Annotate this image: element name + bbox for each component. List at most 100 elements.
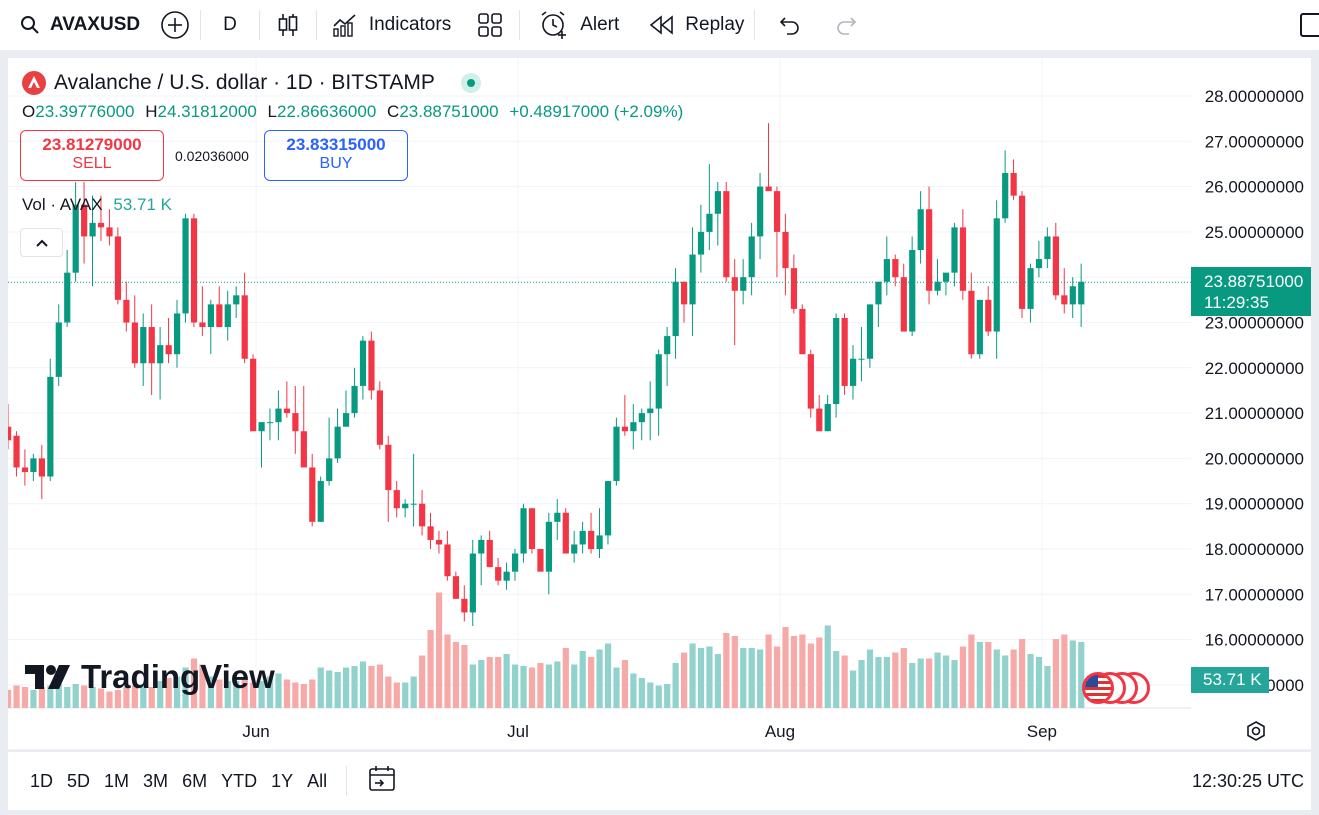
chart-panel[interactable]: 28.00000000 27.00000000 26.00000000 25.0000… (8, 58, 1311, 750)
sell-label: SELL (72, 155, 111, 172)
candle-body (394, 490, 400, 508)
candle-body (867, 304, 873, 358)
volume-bar (833, 651, 839, 708)
volume-bar (419, 656, 425, 709)
undo-button[interactable] (755, 0, 811, 50)
candle-body (892, 259, 898, 277)
avalanche-logo-icon (22, 71, 46, 95)
market-open-dot (461, 73, 481, 93)
symbol-search[interactable]: AVAXUSD (0, 0, 150, 50)
volume-bar (808, 644, 814, 709)
x-tick-label: Aug (765, 722, 795, 741)
volume-bar (436, 593, 442, 709)
volume-bar (943, 656, 949, 709)
square-icon (1300, 13, 1319, 37)
candle-body (875, 282, 881, 305)
candle-body (115, 236, 121, 299)
grid-icon (477, 12, 503, 38)
x-tick-label: Jul (507, 722, 529, 741)
volume-bar (791, 636, 797, 708)
open-value: 23.39776000 (35, 102, 134, 121)
range-button-ytd[interactable]: YTD (214, 771, 264, 792)
volume-bar (926, 659, 932, 709)
volume-bar (504, 654, 510, 708)
candle-body (774, 191, 780, 232)
volume-bar (630, 674, 636, 709)
volume-bar (622, 660, 628, 708)
range-button-1m[interactable]: 1M (97, 771, 136, 792)
range-button-5d[interactable]: 5D (60, 771, 97, 792)
indicators-button[interactable]: Indicators (317, 0, 461, 50)
range-button-1y[interactable]: 1Y (264, 771, 300, 792)
y-tick-label: 23.00000000 (1205, 314, 1304, 333)
candle-body (647, 409, 653, 414)
volume-bar (884, 657, 890, 708)
flag-badges[interactable] (1082, 672, 1152, 704)
range-button-6m[interactable]: 6M (175, 771, 214, 792)
tradingview-logo[interactable]: TradingView (23, 658, 275, 696)
candle-body (309, 467, 315, 521)
gear-icon (1245, 720, 1267, 742)
volume-bar (1019, 639, 1025, 708)
candle-body (605, 481, 611, 535)
candle-body (250, 359, 256, 431)
candle-body (98, 223, 104, 228)
candle-body (411, 504, 417, 505)
candle-body (977, 300, 983, 354)
collapse-legend-button[interactable] (20, 228, 63, 257)
volume-bar (360, 662, 366, 709)
chart-type-button[interactable] (260, 0, 316, 50)
candle-body (182, 218, 188, 313)
volume-bar (571, 665, 577, 709)
y-tick-label: 26.00000000 (1205, 178, 1304, 197)
high-label: H (145, 102, 157, 121)
candle-body (799, 309, 805, 354)
candles-icon (276, 12, 300, 38)
candle-body (301, 431, 307, 467)
volume-bar (774, 647, 780, 709)
replay-label: Replay (685, 14, 744, 36)
volume-bar (351, 666, 357, 708)
candle-body (13, 436, 19, 468)
redo-button[interactable] (811, 0, 869, 50)
replay-button[interactable]: Replay (629, 0, 754, 50)
alert-button[interactable]: Alert (520, 0, 629, 50)
candle-body (926, 209, 932, 291)
status-dot-inner (467, 79, 475, 87)
candle-body (664, 336, 670, 354)
volume-bar (723, 633, 729, 708)
sell-button[interactable]: 23.81279000 SELL (20, 130, 164, 181)
candle-body (233, 295, 239, 304)
range-button-3m[interactable]: 3M (136, 771, 175, 792)
volume-bar (918, 659, 924, 709)
range-button-1d[interactable]: 1D (23, 771, 60, 792)
undo-icon (777, 15, 801, 35)
volume-bar (478, 660, 484, 708)
buy-button[interactable]: 23.83315000 BUY (264, 130, 408, 181)
volume-bar (951, 660, 957, 708)
top-toolbar: AVAXUSD D Indicators Alert Replay (0, 0, 1319, 50)
interval-button[interactable]: D (201, 0, 259, 50)
clock-display[interactable]: 12:30:25 UTC (1192, 771, 1304, 792)
goto-date-button[interactable] (367, 765, 397, 798)
volume-bar (292, 683, 298, 709)
compare-button[interactable] (150, 0, 200, 50)
candle-body (377, 390, 383, 444)
volume-bar (597, 650, 603, 709)
layouts-button[interactable] (461, 0, 519, 50)
candle-body (935, 282, 941, 291)
buy-label: BUY (320, 155, 353, 172)
y-tick-label: 18.00000000 (1205, 540, 1304, 559)
interval-label: D (223, 14, 237, 36)
fullscreen-button[interactable] (1290, 0, 1319, 50)
volume-bar (985, 642, 991, 708)
range-button-all[interactable]: All (300, 771, 334, 792)
volume-bar (825, 626, 831, 709)
volume-bar (402, 683, 408, 709)
volume-bar (613, 668, 619, 709)
volume-bar (470, 665, 476, 709)
candle-body (157, 345, 163, 363)
settings-button[interactable] (1245, 720, 1267, 747)
volume-bar (968, 635, 974, 709)
candle-body (918, 209, 924, 250)
